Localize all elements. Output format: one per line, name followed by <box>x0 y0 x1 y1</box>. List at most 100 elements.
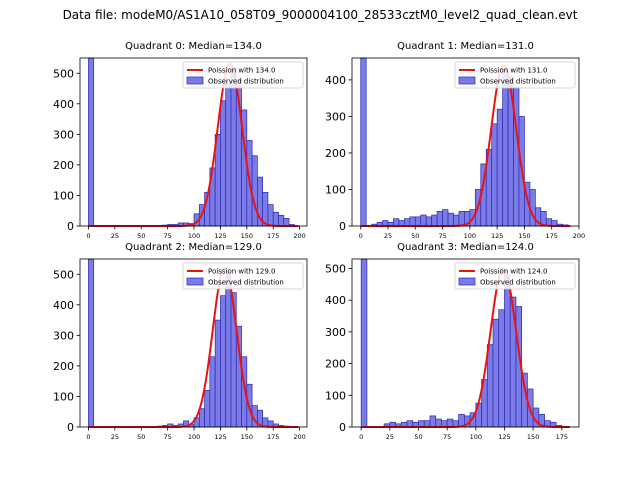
histogram-bar <box>198 408 205 428</box>
x-tick-label: 125 <box>491 232 503 240</box>
histogram-bar <box>267 204 274 227</box>
x-tick-label: 125 <box>498 433 510 441</box>
legend-box <box>454 262 576 290</box>
y-tick-label: 100 <box>325 183 346 196</box>
x-tick-label: 50 <box>411 232 419 240</box>
x-tick-label: 0 <box>86 232 90 240</box>
x-tick-label: 25 <box>111 232 119 240</box>
x-tick-label: 200 <box>293 232 305 240</box>
histogram-bar <box>251 155 258 227</box>
histogram-bar <box>491 123 498 227</box>
histogram-bar <box>447 212 454 227</box>
legend-bar-label: Observed distribution <box>480 279 556 287</box>
legend-bar-label: Observed distribution <box>208 279 284 287</box>
histogram-bar <box>360 258 368 428</box>
x-tick-label: 150 <box>527 433 539 441</box>
x-tick-label: 75 <box>163 433 171 441</box>
legend: Poission with 134.0 Observed distribution <box>182 61 304 89</box>
y-tick-label: 0 <box>339 220 346 233</box>
histogram-bar <box>504 274 511 428</box>
y-tick-label: 200 <box>53 360 74 373</box>
y-tick-label: 200 <box>325 147 346 160</box>
legend-box <box>454 61 576 89</box>
x-tick-label: 75 <box>163 232 171 240</box>
histogram-bar <box>225 82 232 227</box>
histogram-bar <box>458 211 465 227</box>
x-tick-label: 100 <box>188 232 200 240</box>
legend-bar-label: Observed distribution <box>208 78 284 86</box>
x-tick-label: 25 <box>111 433 119 441</box>
histogram-bar <box>393 218 400 227</box>
quadrant-1-plot: 0 25 50 75 100 125 150 175 200 0 100 200 300 400 Quadr… <box>325 41 585 240</box>
histogram-bar <box>498 309 505 428</box>
y-tick-label: 100 <box>53 189 74 202</box>
x-tick-label: 200 <box>293 433 305 441</box>
legend: Poission with 129.0 Observed distribution <box>182 262 304 290</box>
histogram-bar <box>272 211 279 227</box>
quadrant-2-plot: 0 25 50 75 100 125 150 175 200 0 100 200 300 400 500 Qu… <box>53 242 308 441</box>
histogram-bar <box>360 57 367 227</box>
x-tick-label: 75 <box>443 433 451 441</box>
x-tick-label: 25 <box>386 433 394 441</box>
quadrant-title: Quadrant 3: Median=124.0 <box>397 242 534 253</box>
x-tick-label: 175 <box>267 232 279 240</box>
histogram-bar <box>88 258 95 428</box>
histogram-bar <box>436 211 443 227</box>
axes-frame <box>79 258 308 428</box>
y-tick-label: 400 <box>53 299 74 312</box>
legend-box <box>182 262 304 290</box>
histogram-bar <box>283 218 290 227</box>
y-tick-label: 500 <box>325 263 346 276</box>
legend-curve-label: Poission with 131.0 <box>480 67 548 75</box>
x-tick-label: 125 <box>214 433 226 441</box>
legend-bar-swatch <box>186 277 204 286</box>
histogram-bar <box>278 214 285 227</box>
histogram-bar <box>225 273 232 428</box>
histogram-bar <box>492 318 500 428</box>
x-tick-label: 50 <box>414 433 422 441</box>
y-tick-label: 100 <box>325 389 346 402</box>
axes-frame <box>79 57 308 227</box>
y-tick-label: 500 <box>53 67 74 80</box>
figure-title: Data file: modeM0/AS1A10_058T09_90000041… <box>62 8 578 22</box>
poisson-curve <box>361 267 570 428</box>
x-tick-label: 175 <box>267 433 279 441</box>
histogram-bar <box>420 214 427 227</box>
histogram-bar <box>425 216 433 227</box>
y-tick-label: 200 <box>53 159 74 172</box>
x-tick-label: 175 <box>546 232 558 240</box>
x-tick-label: 0 <box>359 433 363 441</box>
x-tick-label: 50 <box>137 433 145 441</box>
histogram-bar <box>453 214 460 227</box>
x-tick-label: 0 <box>86 433 90 441</box>
histogram-bar <box>429 415 437 428</box>
x-tick-label: 150 <box>241 433 253 441</box>
x-tick-label: 175 <box>556 433 568 441</box>
x-tick-label: 0 <box>359 232 363 240</box>
axes-frame <box>351 57 580 227</box>
histogram-bar <box>204 389 211 428</box>
histogram-bar <box>431 214 438 227</box>
x-tick-label: 125 <box>214 232 226 240</box>
quadrant-0-plot: 0 25 50 75 100 125 150 175 200 0 100 200 300 400 500 Qu… <box>53 41 308 240</box>
legend-curve-label: Poission with 129.0 <box>208 268 276 276</box>
histogram-bar <box>502 68 509 227</box>
axes-frame <box>351 258 580 428</box>
histogram-bar <box>220 100 227 227</box>
x-tick-label: 200 <box>573 232 585 240</box>
histogram-bar <box>486 344 494 428</box>
y-tick-label: 200 <box>325 358 346 371</box>
histogram-bar <box>214 319 221 428</box>
y-tick-label: 0 <box>67 220 74 233</box>
y-tick-label: 300 <box>53 329 74 342</box>
legend-bar-swatch <box>186 76 204 85</box>
legend-bar-label: Observed distribution <box>480 78 556 86</box>
histogram-bar <box>209 356 216 428</box>
x-tick-label: 100 <box>464 232 476 240</box>
quadrant-title: Quadrant 0: Median=134.0 <box>125 41 262 52</box>
y-tick-label: 300 <box>325 326 346 339</box>
poisson-curve <box>88 267 299 428</box>
histogram-bar <box>496 108 503 227</box>
histogram-bar <box>404 218 411 227</box>
